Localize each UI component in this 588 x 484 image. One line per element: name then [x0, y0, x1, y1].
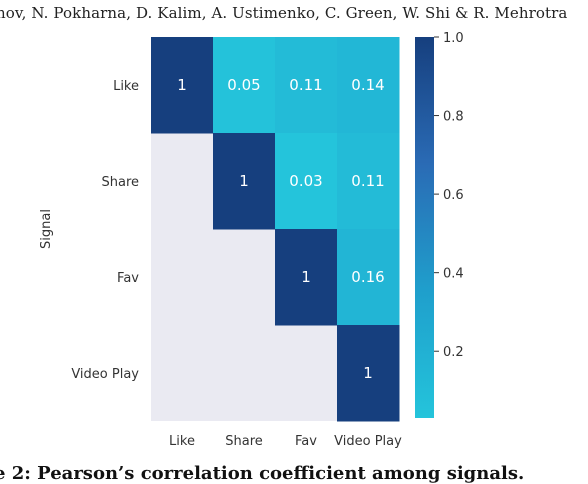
author-header: nov, N. Pokharna, D. Kalim, A. Ustimenko… — [0, 4, 568, 22]
heatmap-cell — [337, 37, 400, 134]
x-tick-label: Fav — [295, 434, 317, 449]
colorbar-tick-label: 0.4 — [443, 267, 464, 282]
colorbar-tick-label: 0.8 — [443, 110, 464, 125]
heatmap-cell — [213, 37, 276, 134]
cell-value-label: 0.11 — [289, 76, 322, 94]
x-tick-labels: Like Share Fav Video Play — [169, 434, 402, 449]
cell-value-label: 0.05 — [227, 76, 260, 94]
colorbar — [415, 37, 434, 418]
heatmap-cells — [151, 37, 400, 422]
heatmap-cell — [337, 229, 400, 326]
cell-value-label: 1 — [363, 364, 373, 382]
heatmap-cell — [337, 325, 400, 422]
heatmap-cell — [151, 37, 214, 134]
cell-value-label: 0.11 — [351, 172, 384, 190]
figure-caption: e 2: Pearson’s correlation coefficient a… — [0, 463, 525, 484]
x-tick-label: Share — [225, 434, 263, 449]
cell-value-label: 1 — [177, 76, 187, 94]
y-tick-label: Fav — [117, 271, 139, 286]
y-tick-label: Video Play — [71, 367, 139, 382]
colorbar-tick-label: 0.6 — [443, 188, 464, 203]
cell-value-label: 0.14 — [351, 76, 384, 94]
heatmap-cell — [275, 229, 338, 326]
heatmap-cell-labels: 1 0.05 0.11 0.14 1 0.03 0.11 1 0.16 1 — [177, 76, 384, 382]
cell-value-label: 1 — [301, 268, 311, 286]
heatmap-cell — [275, 133, 338, 230]
cell-value-label: 0.03 — [289, 172, 322, 190]
x-tick-label: Like — [169, 434, 195, 449]
colorbar-tick-label: 1.0 — [443, 31, 464, 46]
cell-value-label: 1 — [239, 172, 249, 190]
y-axis-label: Signal — [39, 209, 54, 249]
heatmap-cell — [213, 133, 276, 230]
y-tick-labels: Like Share Fav Video Play — [71, 79, 139, 382]
y-tick-label: Like — [113, 79, 139, 94]
colorbar-tick-label: 0.2 — [443, 345, 464, 360]
x-tick-label: Video Play — [334, 434, 402, 449]
y-tick-label: Share — [101, 175, 139, 190]
heatmap-cell — [275, 37, 338, 134]
heatmap-cell — [337, 133, 400, 230]
colorbar-ticks: 0.2 0.4 0.6 0.8 1.0 — [434, 31, 464, 360]
cell-value-label: 0.16 — [351, 268, 384, 286]
